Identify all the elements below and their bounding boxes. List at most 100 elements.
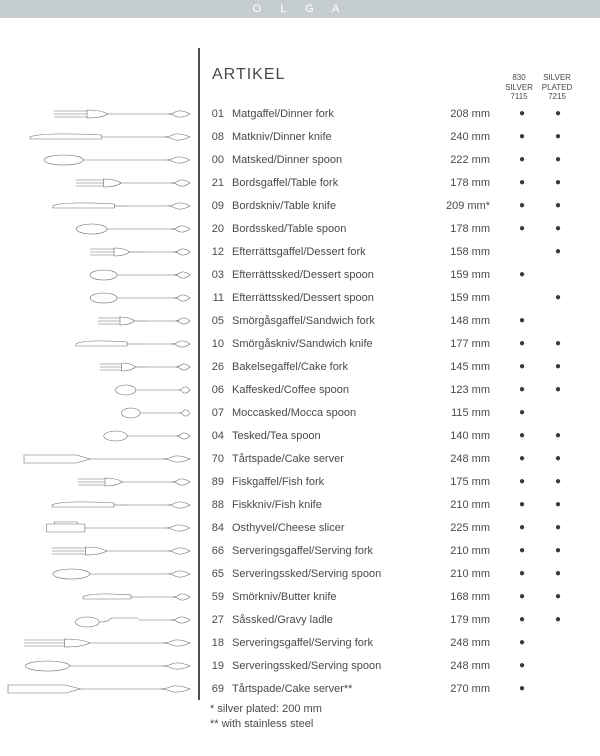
availability-dots: ● ●: [490, 615, 576, 625]
table-row: 88 Fiskkniv/Fish knife 210 mm ● ●: [0, 493, 600, 516]
article-size: 178 mm: [430, 177, 490, 189]
availability-dots: ●: [490, 408, 576, 418]
article-code: 27: [200, 614, 224, 626]
dot-silver-830: ●: [504, 224, 540, 234]
article-code: 11: [200, 292, 224, 304]
dot-silver-plated: ●: [540, 362, 576, 372]
article-size: 177 mm: [430, 338, 490, 350]
availability-dots: ● ●: [490, 454, 576, 464]
availability-dots: ● ●: [490, 155, 576, 165]
article-size: 209 mm*: [430, 200, 490, 212]
availability-dots: ●: [490, 247, 576, 257]
availability-dots: ●: [490, 638, 576, 648]
dot-silver-830: ●: [504, 615, 540, 625]
article-name: Fiskgaffel/Fish fork: [224, 476, 430, 488]
table-row: 05 Smörgåsgaffel/Sandwich fork 148 mm ●: [0, 309, 600, 332]
availability-dots: ● ●: [490, 178, 576, 188]
dot-silver-plated: ●: [540, 155, 576, 165]
dot-silver-830: ●: [504, 408, 540, 418]
cutlery-illustration: [0, 520, 198, 536]
article-code: 89: [200, 476, 224, 488]
dot-silver-830: ●: [504, 316, 540, 326]
availability-dots: ● ●: [490, 546, 576, 556]
cutlery-illustration: [0, 612, 198, 628]
dot-silver-830: [504, 247, 540, 257]
dot-silver-830: ●: [504, 477, 540, 487]
availability-dots: ● ●: [490, 109, 576, 119]
article-code: 20: [200, 223, 224, 235]
article-size: 145 mm: [430, 361, 490, 373]
dot-silver-830: ●: [504, 523, 540, 533]
cutlery-illustration: [0, 198, 198, 214]
dot-silver-plated: ●: [540, 477, 576, 487]
dot-silver-830: ●: [504, 109, 540, 119]
article-size: 159 mm: [430, 292, 490, 304]
article-name: Osthyvel/Cheese slicer: [224, 522, 430, 534]
article-size: 208 mm: [430, 108, 490, 120]
article-code: 07: [200, 407, 224, 419]
dot-silver-830: ●: [504, 684, 540, 694]
availability-dots: ●: [490, 684, 576, 694]
article-size: 158 mm: [430, 246, 490, 258]
availability-dots: ●: [490, 293, 576, 303]
cutlery-illustration: [0, 658, 198, 674]
dot-silver-plated: ●: [540, 109, 576, 119]
article-size: 225 mm: [430, 522, 490, 534]
dot-silver-plated: ●: [540, 247, 576, 257]
dot-silver-plated: ●: [540, 431, 576, 441]
availability-dots: ● ●: [490, 431, 576, 441]
article-code: 88: [200, 499, 224, 511]
table-row: 89 Fiskgaffel/Fish fork 175 mm ● ●: [0, 470, 600, 493]
article-code: 03: [200, 269, 224, 281]
table-row: 27 Såssked/Gravy ladle 179 mm ● ●: [0, 608, 600, 631]
dot-silver-830: ●: [504, 339, 540, 349]
table-row: 66 Serveringsgaffel/Serving fork 210 mm …: [0, 539, 600, 562]
article-size: 115 mm: [430, 407, 490, 419]
article-code: 12: [200, 246, 224, 258]
dot-silver-plated: ●: [540, 293, 576, 303]
dot-silver-830: ●: [504, 132, 540, 142]
cutlery-illustration: [0, 313, 198, 329]
availability-dots: ● ●: [490, 523, 576, 533]
header-row: ARTIKEL 830 SILVER 7115 SILVER PLATED 72…: [0, 48, 600, 102]
availability-dots: ● ●: [490, 477, 576, 487]
availability-dots: ● ●: [490, 592, 576, 602]
cutlery-illustration: [0, 244, 198, 260]
cutlery-illustration: [0, 474, 198, 490]
page: ARTIKEL 830 SILVER 7115 SILVER PLATED 72…: [0, 18, 600, 733]
article-name: Efterrättssked/Dessert spoon: [224, 292, 430, 304]
article-code: 59: [200, 591, 224, 603]
cutlery-illustration: [0, 106, 198, 122]
article-size: 159 mm: [430, 269, 490, 281]
article-name: Bordsgaffel/Table fork: [224, 177, 430, 189]
cutlery-illustration: [0, 336, 198, 352]
article-name: Serveringsgaffel/Serving fork: [224, 545, 430, 557]
article-code: 69: [200, 683, 224, 695]
article-name: Matgaffel/Dinner fork: [224, 108, 430, 120]
article-name: Bordskniv/Table knife: [224, 200, 430, 212]
availability-dots: ● ●: [490, 500, 576, 510]
availability-dots: ● ●: [490, 339, 576, 349]
cutlery-illustration: [0, 451, 198, 467]
article-size: 123 mm: [430, 384, 490, 396]
dot-silver-830: ●: [504, 155, 540, 165]
availability-dots: ●: [490, 661, 576, 671]
table-row: 59 Smörkniv/Butter knife 168 mm ● ●: [0, 585, 600, 608]
dot-silver-830: ●: [504, 592, 540, 602]
cutlery-illustration: [0, 566, 198, 582]
dot-silver-plated: ●: [540, 523, 576, 533]
article-size: 222 mm: [430, 154, 490, 166]
dot-silver-plated: ●: [540, 569, 576, 579]
brand-name: O L G A: [253, 3, 348, 15]
table-row: 19 Serveringssked/Serving spoon 248 mm ●: [0, 654, 600, 677]
article-size: 140 mm: [430, 430, 490, 442]
article-name: Bordssked/Table spoon: [224, 223, 430, 235]
table-row: 09 Bordskniv/Table knife 209 mm* ● ●: [0, 194, 600, 217]
dot-silver-830: ●: [504, 201, 540, 211]
dot-silver-plated: ●: [540, 385, 576, 395]
footnote-1: * silver plated: 200 mm: [210, 702, 600, 717]
table-row: 04 Tesked/Tea spoon 140 mm ● ●: [0, 424, 600, 447]
table-row: 00 Matsked/Dinner spoon 222 mm ● ●: [0, 148, 600, 171]
article-code: 18: [200, 637, 224, 649]
dot-silver-plated: [540, 661, 576, 671]
